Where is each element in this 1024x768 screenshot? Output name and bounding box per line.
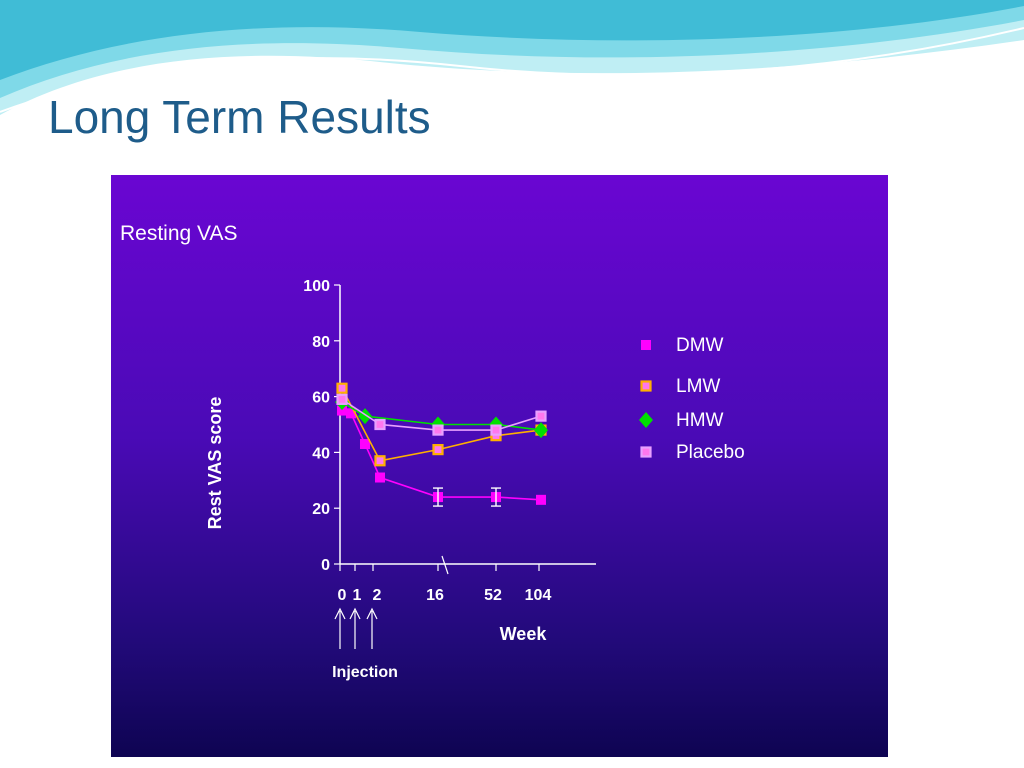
data-point: [375, 472, 385, 483]
injection-arrow-head: [349, 607, 361, 620]
data-point: [536, 494, 546, 505]
legend-label-lmw: LMW: [676, 376, 720, 397]
legend: DMW LMW HMW Placebo: [639, 335, 745, 463]
legend-label-hmw: HMW: [676, 410, 724, 431]
x-tick-label: 2: [373, 587, 382, 604]
data-point: [374, 455, 386, 467]
legend-marker-hmw: [639, 412, 653, 428]
legend-marker-lmw: [640, 380, 652, 392]
x-tick-label: 16: [426, 587, 444, 604]
y-tick-label: 20: [312, 501, 330, 518]
decorative-wave-header: [0, 0, 1024, 115]
chart-title: Resting VAS: [120, 222, 238, 245]
data-point: [432, 444, 444, 456]
data-point: [336, 382, 348, 394]
data-point: [534, 422, 548, 439]
injection-arrow-head: [334, 607, 346, 620]
x-tick-label: 52: [484, 587, 502, 604]
wave-band-dark: [0, 0, 1024, 80]
data-point: [432, 424, 444, 436]
resting-vas-chart: Resting VAS Rest VAS score Week Injectio…: [120, 222, 745, 681]
axis-break-mark: [441, 555, 449, 575]
y-axis-label: Rest VAS score: [205, 397, 225, 530]
injection-arrow-head: [366, 607, 378, 620]
series-group: [335, 382, 548, 507]
data-point: [360, 439, 370, 450]
slide-title: Long Term Results: [48, 91, 431, 143]
wave-line: [0, 27, 1024, 113]
y-tick-label: 80: [312, 334, 330, 351]
data-point: [346, 408, 356, 419]
data-point: [374, 418, 386, 431]
legend-label-dmw: DMW: [676, 335, 724, 356]
injection-arrows: [334, 607, 378, 649]
legend-label-placebo: Placebo: [676, 442, 745, 463]
error-bar: [491, 487, 501, 507]
data-point: [337, 405, 347, 416]
y-tick-label: 0: [321, 557, 330, 574]
data-point: [336, 393, 348, 405]
error-bar: [433, 487, 443, 507]
legend-marker-dmw: [641, 340, 651, 350]
y-tick-label: 40: [312, 445, 330, 462]
x-axis-label: Week: [500, 624, 548, 644]
x-tick-label: 104: [525, 587, 552, 604]
data-point: [535, 410, 547, 422]
series-placebo: [336, 393, 547, 436]
data-point: [490, 424, 502, 436]
y-tick-label: 60: [312, 390, 330, 407]
x-tick-label: 0: [338, 587, 347, 604]
injection-annotation: Injection: [332, 664, 398, 681]
chart-panel: Resting VAS Rest VAS score Week Injectio…: [111, 175, 888, 757]
y-tick-label: 100: [303, 278, 330, 295]
legend-marker-placebo: [640, 446, 652, 458]
x-tick-label: 1: [353, 587, 362, 604]
